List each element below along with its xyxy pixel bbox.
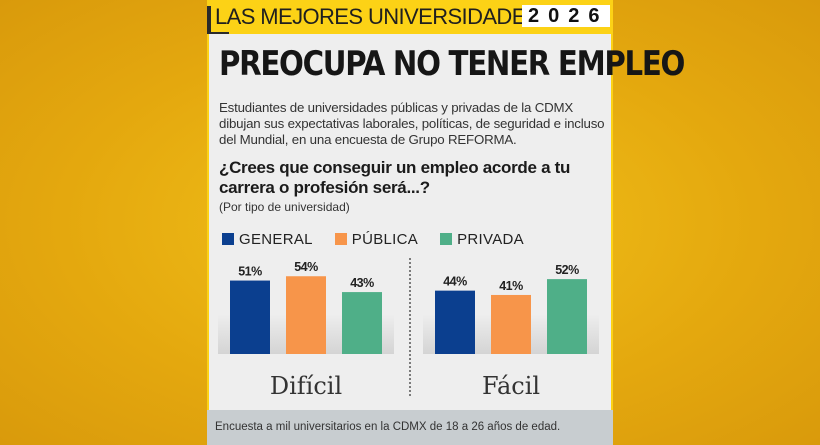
legend-swatch (440, 233, 453, 245)
data-label: 54% (294, 260, 318, 274)
legend-item-general: GENERAL (222, 231, 313, 248)
card-border (207, 34, 613, 410)
category-label: Fácil (482, 372, 540, 400)
banner-corner-mark (207, 6, 211, 34)
banner-corner-mark (207, 32, 229, 34)
category-label: Difícil (270, 372, 342, 400)
bar-chart: 51% 54% 43% Difícil 44% 41% 52% Fácil (218, 258, 599, 400)
headline: PREOCUPA NO TENER EMPLEO (219, 44, 685, 84)
legend-item-privada: PRIVADA (440, 231, 524, 248)
banner-title: LAS MEJORES UNIVERSIDADES (215, 4, 540, 29)
legend-swatch (334, 233, 347, 245)
section-banner: LAS MEJORES UNIVERSIDADES 2026 (207, 0, 613, 34)
bar-general-0 (230, 280, 270, 354)
chart-legend: GENERAL PÚBLICA PRIVADA (222, 230, 546, 248)
legend-label: PÚBLICA (351, 230, 419, 248)
legend-label: PRIVADA (457, 230, 524, 248)
bar-general-1 (435, 290, 475, 354)
bar-pública-0 (286, 276, 326, 354)
data-label: 51% (238, 265, 262, 279)
data-label: 44% (443, 275, 467, 289)
data-label: 41% (499, 279, 523, 293)
bar-privada-1 (547, 279, 587, 354)
footer-note: Encuesta a mil universitarios en la CDMX… (207, 410, 613, 445)
infographic-card: LAS MEJORES UNIVERSIDADES 2026 PREOCUPA … (207, 0, 685, 445)
legend-label: GENERAL (239, 230, 313, 248)
data-label: 52% (555, 263, 579, 277)
banner-year: 2026 (522, 5, 610, 27)
chart-subtitle: (Por tipo de universidad) (219, 200, 350, 214)
bar-pública-1 (491, 294, 531, 354)
bar-privada-0 (342, 292, 382, 354)
legend-item-publica: PÚBLICA (334, 230, 419, 248)
chart-question: ¿Crees que conseguir un empleo acorde a … (219, 158, 571, 197)
footer-text: Encuesta a mil universitarios en la CDMX… (215, 421, 561, 433)
legend-swatch (222, 233, 234, 245)
data-label: 43% (350, 276, 374, 290)
intro-text: Estudiantes de universidades públicas y … (219, 100, 605, 147)
